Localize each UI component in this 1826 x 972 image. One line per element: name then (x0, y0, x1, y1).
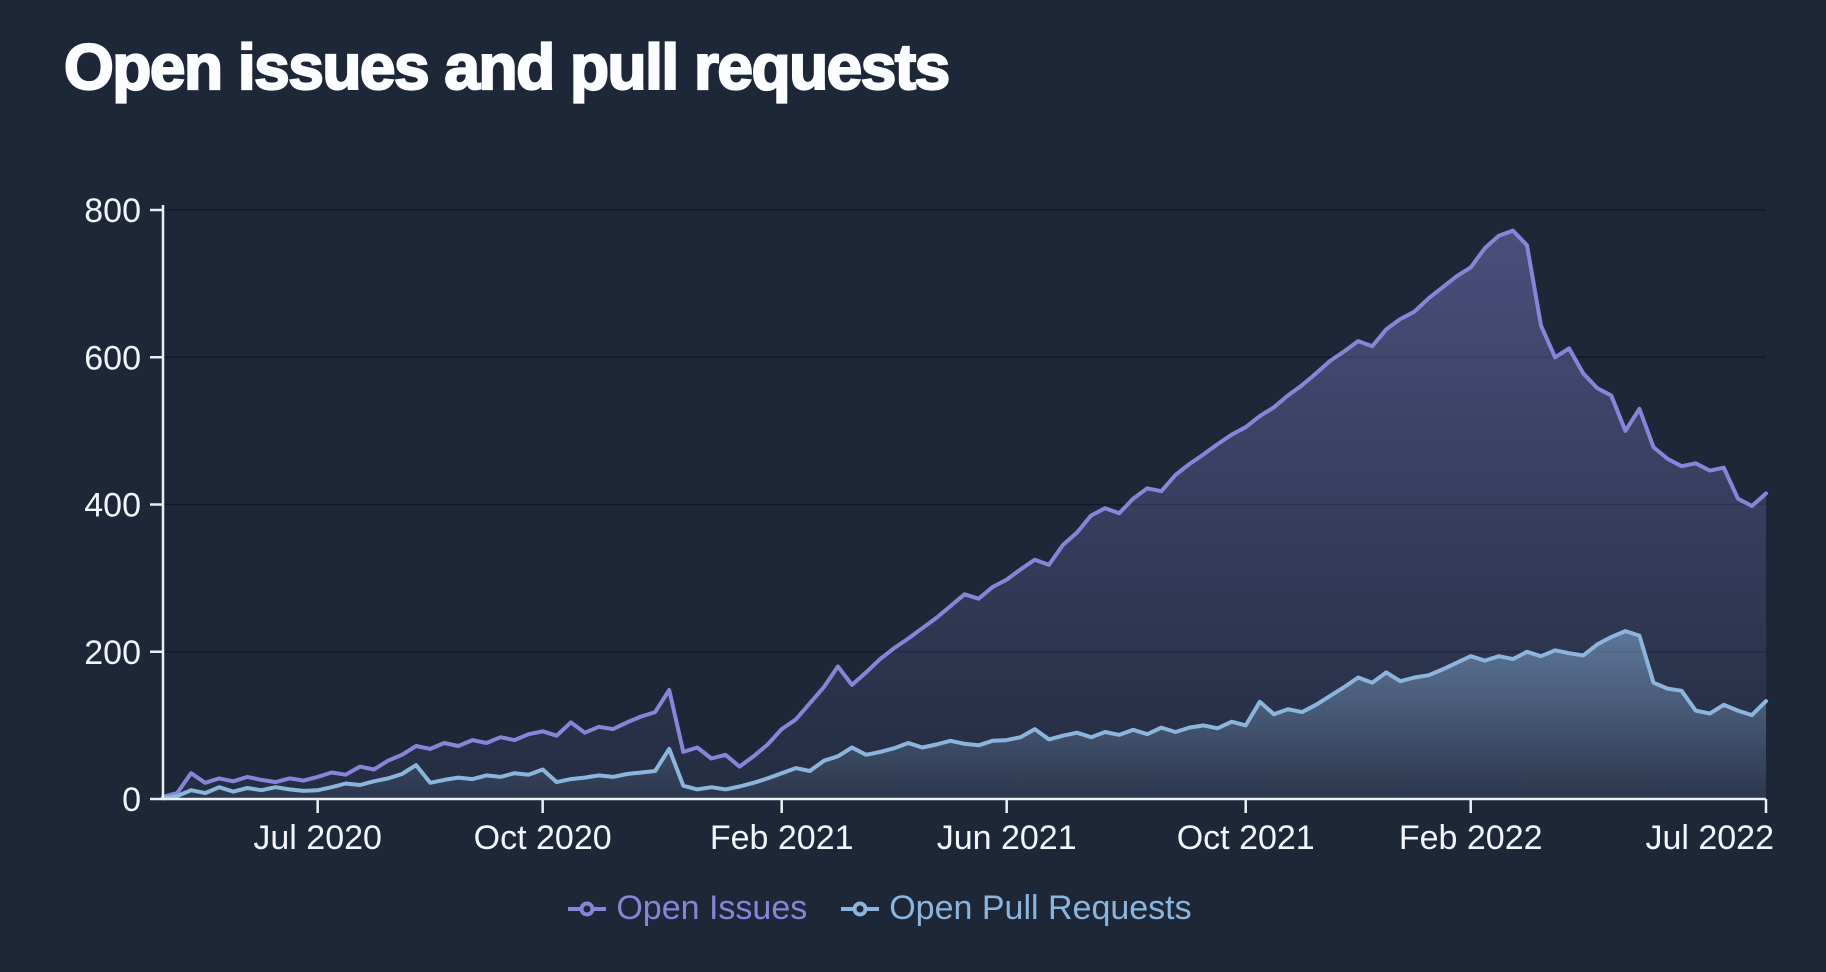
svg-text:Feb 2022: Feb 2022 (1399, 819, 1543, 857)
svg-text:Jul 2022: Jul 2022 (1645, 819, 1774, 857)
svg-text:800: 800 (84, 192, 141, 230)
svg-text:Oct 2021: Oct 2021 (1177, 819, 1315, 857)
svg-text:600: 600 (84, 339, 141, 377)
line-open-issues (161, 228, 1768, 799)
legend-label-open-pull-requests: Open Pull Requests (889, 889, 1192, 927)
area-open-pull-requests (163, 631, 1766, 799)
chart-legend: Open Issues Open Pull Requests (0, 889, 1760, 928)
y-axis-labels: 0 200 400 600 800 (84, 192, 141, 819)
legend-item-open-issues: Open Issues (568, 889, 807, 928)
svg-text:Feb 2021: Feb 2021 (710, 819, 854, 857)
svg-text:Jun 2021: Jun 2021 (937, 819, 1077, 857)
svg-text:200: 200 (84, 634, 141, 672)
x-axis (163, 797, 1768, 813)
line-open-pull-requests (161, 629, 1768, 801)
svg-text:400: 400 (84, 487, 141, 525)
area-open-issues (163, 230, 1766, 800)
x-axis-labels: Jul 2020 Oct 2020 Feb 2021 Jun 2021 Oct 2021… (253, 819, 1774, 857)
open-pull-requests-line-icon (841, 901, 880, 917)
svg-text:Jul 2020: Jul 2020 (253, 819, 382, 857)
svg-text:Oct 2020: Oct 2020 (474, 819, 612, 857)
open-issues-line-icon (568, 901, 607, 917)
legend-item-open-pull-requests: Open Pull Requests (841, 889, 1192, 928)
chart-title: Open issues and pull requests (63, 30, 951, 104)
legend-label-open-issues: Open Issues (616, 889, 808, 927)
y-axis (150, 205, 165, 801)
svg-text:0: 0 (122, 781, 141, 819)
